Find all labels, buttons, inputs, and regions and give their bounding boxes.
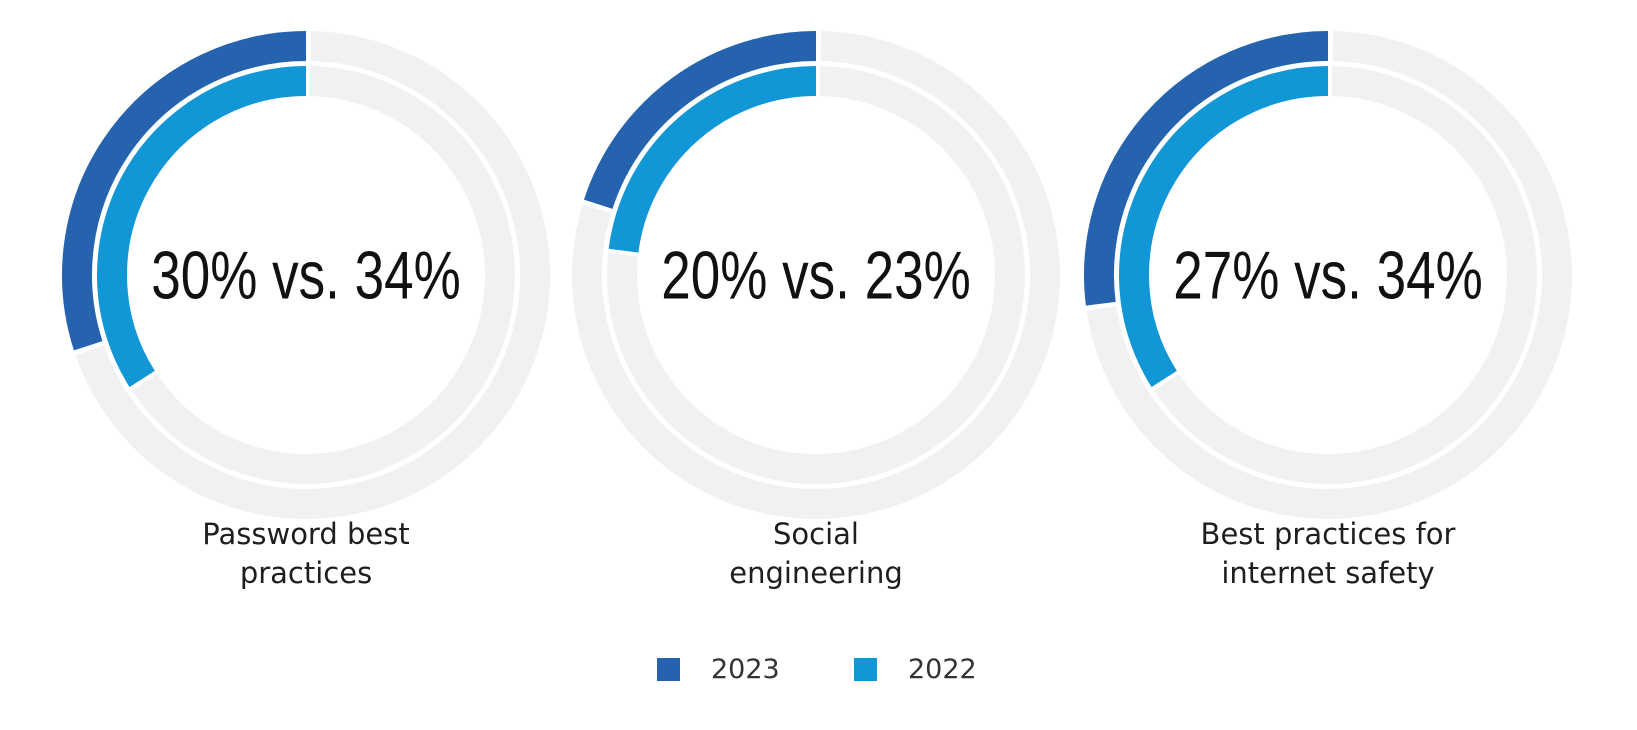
donut-segment-2023	[583, 31, 817, 209]
center-value-label: 27% vs. 34%	[1173, 237, 1483, 313]
legend-swatch-2023	[657, 658, 680, 681]
chart-label-line: practices	[239, 556, 373, 590]
donut-segment-2023	[62, 31, 307, 351]
chart-label-line: Social	[773, 517, 859, 551]
legend-swatch-2022	[854, 658, 877, 681]
legend-item-2022: 2022	[854, 654, 977, 685]
center-value-label: 20% vs. 23%	[661, 237, 971, 313]
chart-label-social: Social engineering	[636, 515, 996, 593]
chart-label-internet-safety: Best practices for internet safety	[1148, 515, 1508, 593]
donut-segment-2022	[1119, 66, 1329, 387]
legend-label: 2022	[908, 654, 977, 685]
legend: 2023 2022	[0, 654, 1637, 694]
legend-item-2023: 2023	[657, 654, 780, 685]
donut-track	[1086, 31, 1572, 519]
legend-label: 2023	[711, 654, 780, 685]
donut-track	[572, 31, 1060, 519]
chart-label-password: Password best practices	[126, 515, 486, 593]
donut-track	[131, 66, 515, 484]
donut-segment-2022	[97, 66, 307, 387]
donut-segment-2022	[608, 66, 817, 253]
donut-track	[607, 66, 1025, 484]
chart-label-line: internet safety	[1221, 556, 1435, 590]
chart-label-line: Best practices for	[1200, 517, 1456, 551]
center-value-label: 30% vs. 34%	[151, 237, 461, 313]
donut-track	[75, 31, 550, 519]
donut-segment-2023	[1084, 31, 1329, 306]
chart-label-line: Password best	[202, 517, 410, 551]
donut-track	[1153, 66, 1537, 484]
chart-label-line: engineering	[729, 556, 903, 590]
